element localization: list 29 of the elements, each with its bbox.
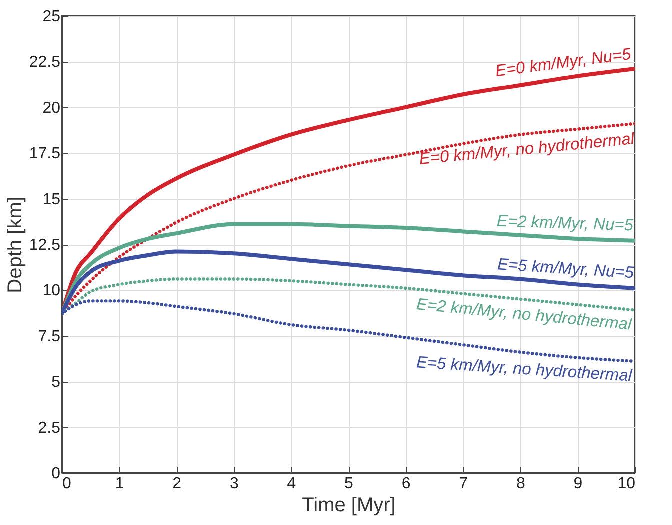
y-tick-label: 20 bbox=[42, 100, 61, 117]
x-tick-label: 4 bbox=[287, 476, 296, 492]
y-tick-label: 12.5 bbox=[29, 237, 61, 254]
y-tick-label: 10 bbox=[42, 282, 61, 300]
text: E=0 km/Myr, Nu=5 bbox=[494, 45, 634, 81]
y-tick-label: 5 bbox=[52, 374, 61, 392]
y-tick-label: 25 bbox=[42, 8, 61, 26]
y-tick-label: 22.5 bbox=[29, 54, 61, 72]
x-tick-label: 0 bbox=[62, 476, 72, 492]
y-tick-label: 2.5 bbox=[38, 420, 61, 437]
x-tick-label: 9 bbox=[574, 476, 583, 492]
series-label: E=2 km/Myr, Nu=5 bbox=[496, 212, 635, 235]
x-tick-label: 6 bbox=[402, 476, 411, 492]
x-tick-label: 5 bbox=[344, 476, 354, 492]
x-axis-title: Time [Myr] bbox=[302, 494, 396, 516]
x-tick-label: 3 bbox=[230, 476, 239, 492]
x-tick-label: 10 bbox=[618, 476, 636, 492]
x-tick-label: 8 bbox=[516, 476, 526, 492]
x-tick-label: 1 bbox=[115, 476, 124, 492]
y-axis-title: Depth [km] bbox=[4, 196, 26, 294]
y-tick-label: 17.5 bbox=[29, 146, 61, 163]
x-tick-label: 7 bbox=[459, 476, 468, 492]
y-tick-label: 7.5 bbox=[38, 328, 61, 346]
series-label: E=5 km/Myr, no hydrothermal bbox=[416, 354, 634, 386]
x-tick-label: 2 bbox=[172, 476, 182, 492]
y-tick-label: 15 bbox=[42, 191, 61, 208]
text: E=0 km/Myr, no hydrothermal bbox=[418, 130, 637, 169]
text: E=2 km/Myr, no hydrothermal bbox=[416, 296, 634, 334]
series-label: E=5 km/Myr, Nu=5 bbox=[497, 256, 636, 282]
